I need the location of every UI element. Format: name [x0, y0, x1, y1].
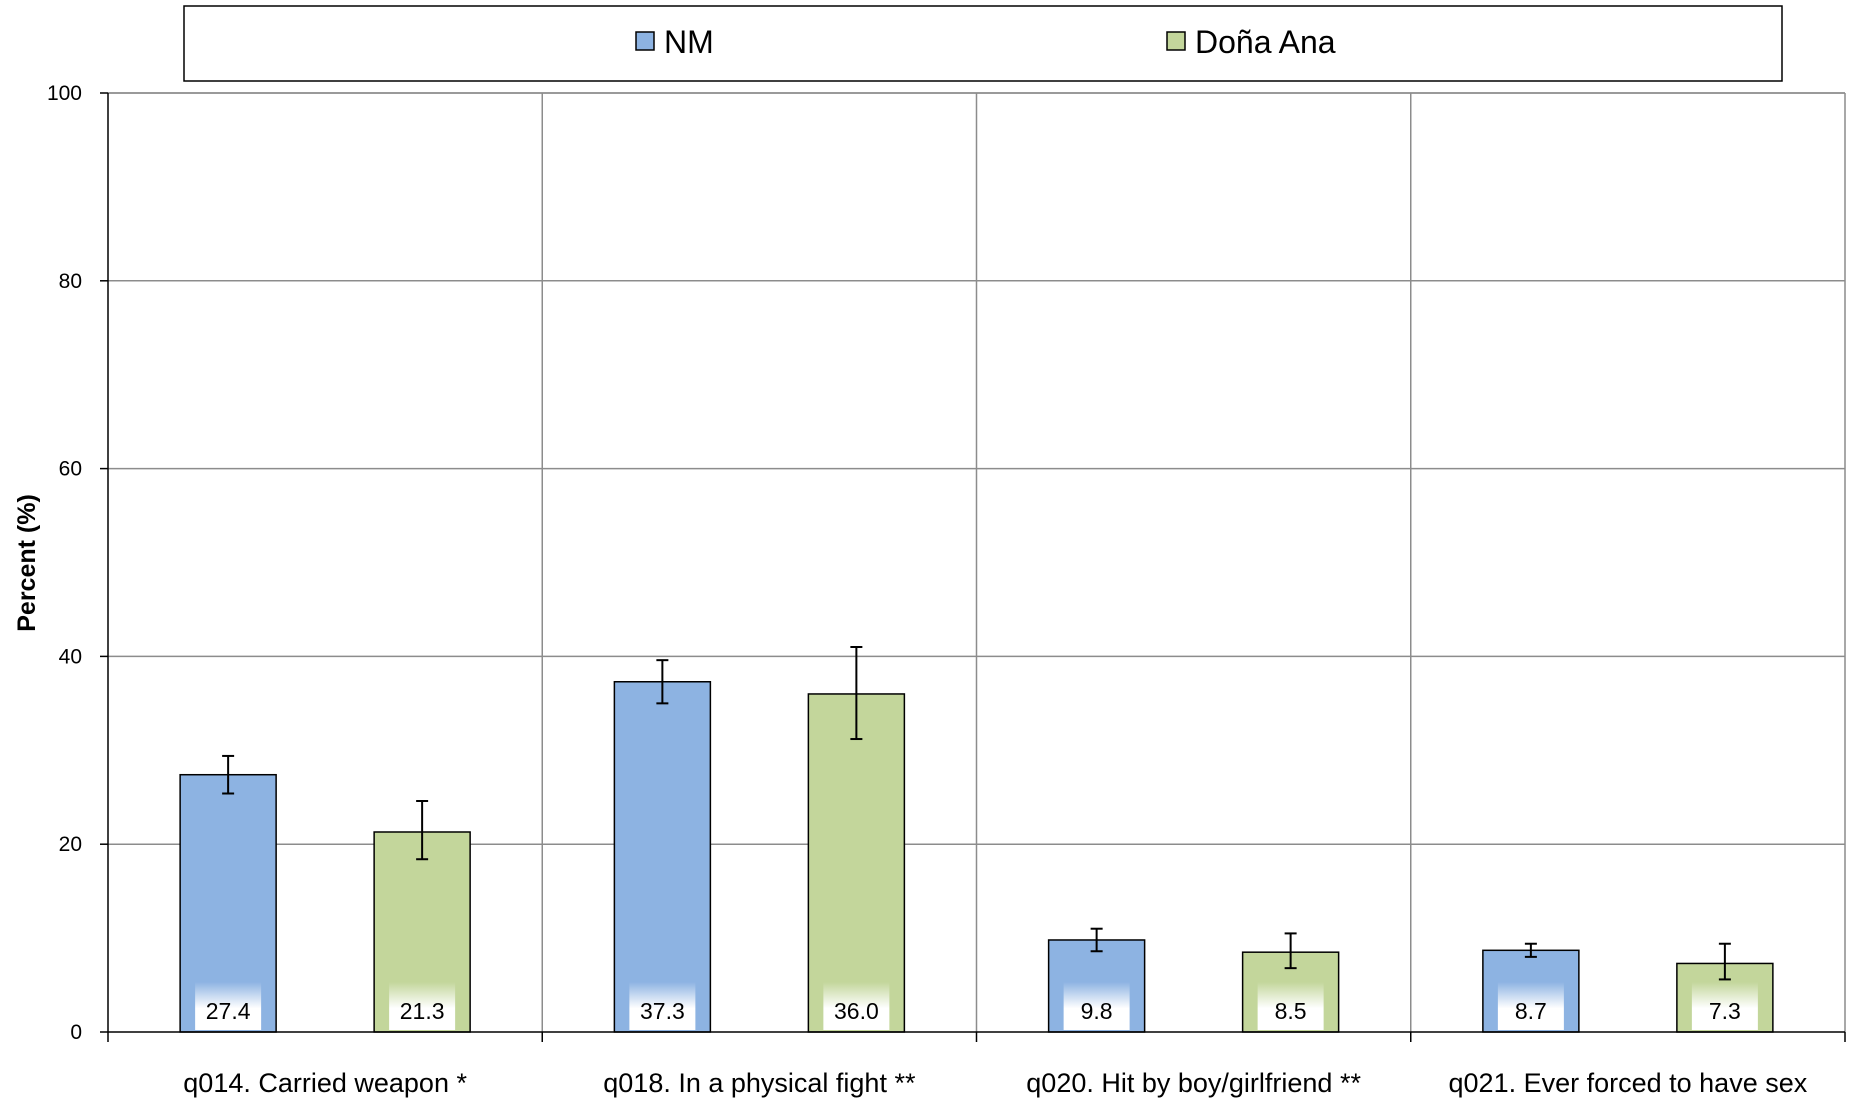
data-label-box	[389, 982, 456, 1030]
category-label: q018. In a physical fight **	[603, 1068, 916, 1098]
y-tick-label: 80	[59, 270, 82, 293]
category-label: q014. Carried weapon *	[183, 1068, 467, 1098]
y-tick-label: 60	[59, 458, 82, 481]
data-label-box	[1257, 982, 1324, 1030]
category-label: q020. Hit by boy/girlfriend **	[1026, 1068, 1361, 1098]
y-axis-ticks: 0 20 40 60 80 100	[47, 82, 108, 1044]
data-label-box	[1497, 982, 1564, 1030]
axes	[107, 93, 1846, 1042]
legend-label: NM	[664, 24, 714, 60]
data-labels: 27.4 21.3 37.3 36.0 9.8 8.5 8.7 7.3	[195, 982, 1758, 1030]
data-label-box	[1691, 982, 1758, 1030]
data-label: 8.5	[1275, 998, 1307, 1024]
data-label: 8.7	[1515, 998, 1547, 1024]
data-label-box	[629, 982, 696, 1030]
error-bars	[222, 646, 1731, 981]
data-label-box	[195, 982, 262, 1030]
data-label-box	[823, 982, 890, 1030]
legend: NM Doña Ana	[635, 24, 1336, 60]
bar	[807, 693, 906, 1033]
data-label-box	[1063, 982, 1130, 1030]
gridlines	[108, 92, 1846, 1032]
y-axis-title: Percent (%)	[13, 494, 41, 632]
y-tick-label: 20	[59, 833, 82, 856]
data-label: 27.4	[206, 998, 251, 1024]
data-label: 9.8	[1081, 998, 1113, 1024]
data-label: 7.3	[1709, 998, 1741, 1024]
category-labels: q014. Carried weapon * q018. In a physica…	[183, 1068, 1807, 1098]
y-tick-label: 0	[70, 1021, 82, 1044]
category-label: q021. Ever forced to have sex	[1449, 1068, 1808, 1098]
legend-swatch	[1166, 31, 1186, 51]
data-label: 36.0	[834, 998, 879, 1024]
legend-box	[183, 5, 1783, 82]
bar	[613, 681, 712, 1033]
y-tick-label: 100	[47, 82, 82, 105]
legend-swatch	[635, 31, 655, 51]
data-label: 37.3	[640, 998, 685, 1024]
data-label: 21.3	[400, 998, 445, 1024]
legend-label: Doña Ana	[1195, 24, 1336, 60]
y-tick-label: 40	[59, 645, 82, 668]
